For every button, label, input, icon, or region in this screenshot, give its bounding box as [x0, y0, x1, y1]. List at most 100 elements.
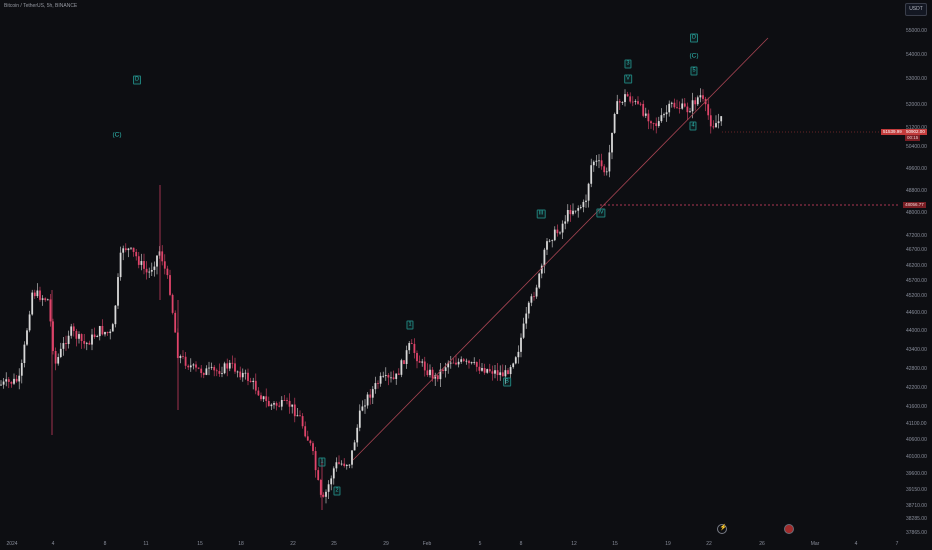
wave-label[interactable]: (C): [689, 52, 699, 60]
wave-label[interactable]: III: [536, 209, 546, 219]
candle-body: [267, 400, 270, 407]
candle-body: [652, 123, 655, 124]
wave-label[interactable]: V: [624, 74, 632, 84]
candles: [0, 88, 723, 510]
candle-body: [522, 323, 525, 338]
candle-body: [613, 113, 616, 133]
candle-body: [7, 379, 10, 382]
price-tick-label: 37865.00: [906, 530, 927, 536]
candle-body: [709, 115, 712, 127]
wave-label[interactable]: 2: [333, 486, 341, 496]
candle-body: [247, 372, 249, 381]
candle-body: [200, 368, 203, 374]
candle-body: [577, 208, 580, 211]
wave-label[interactable]: 1: [406, 320, 414, 330]
candle-body: [538, 273, 541, 288]
candle-body: [670, 102, 673, 104]
time-tick-label: 15: [612, 541, 618, 547]
candle-body: [556, 229, 559, 234]
candle-body: [494, 370, 496, 374]
candle-body: [689, 111, 691, 113]
candle-body: [213, 366, 216, 371]
candle-body: [449, 362, 452, 364]
candle-body: [31, 292, 34, 315]
candle-body: [83, 341, 86, 344]
wave-label[interactable]: D: [133, 75, 141, 85]
candle-body: [491, 371, 494, 374]
candle-body: [429, 369, 431, 376]
candle-body: [62, 343, 65, 349]
candle-body: [514, 357, 517, 364]
time-tick-label: 25: [331, 541, 337, 547]
candle-body: [67, 335, 70, 345]
candle-body: [41, 298, 44, 300]
candle-body: [39, 290, 41, 300]
price-tick-label: 40600.00: [906, 437, 927, 443]
candle-body: [197, 367, 200, 369]
wave-label[interactable]: 3: [624, 59, 632, 69]
candle-body: [104, 332, 106, 335]
record-icon[interactable]: [784, 524, 794, 534]
candle-body: [338, 462, 340, 464]
price-tick-label: 48800.00: [906, 188, 927, 194]
candle-body: [447, 362, 450, 368]
candle-body: [436, 375, 439, 380]
candle-body: [26, 330, 28, 345]
candle-body: [88, 342, 91, 345]
wave-label[interactable]: IV: [596, 208, 606, 218]
candle-body: [403, 360, 405, 364]
candle-body: [340, 463, 343, 465]
candle-body: [179, 356, 182, 358]
candle-body: [631, 101, 634, 103]
candle-body: [124, 248, 127, 251]
candle-body: [637, 101, 639, 104]
candle-body: [114, 305, 117, 325]
candle-body: [335, 462, 338, 469]
candle-body: [517, 351, 520, 358]
candle-body: [301, 416, 304, 427]
candle-body: [358, 410, 361, 428]
candle-body: [119, 252, 122, 278]
wave-label[interactable]: (C): [112, 131, 122, 139]
candle-body: [540, 265, 543, 274]
currency-selector[interactable]: USDT: [905, 3, 927, 16]
candle-body: [574, 210, 577, 212]
candle-body: [699, 95, 702, 98]
time-tick-label: 18: [238, 541, 244, 547]
candle-body: [634, 101, 637, 102]
wave-label[interactable]: D: [690, 33, 698, 43]
candle-body: [140, 261, 143, 265]
wave-label[interactable]: 1: [318, 457, 326, 467]
time-tick-label: 5: [478, 541, 482, 547]
candle-body: [226, 363, 229, 369]
wave-label[interactable]: 4: [689, 121, 697, 131]
candle-body: [106, 332, 109, 334]
candle-body: [397, 373, 400, 375]
candle-body: [707, 104, 710, 116]
wave-label[interactable]: 5: [690, 66, 698, 76]
candle-body: [600, 160, 603, 167]
candle-body: [374, 383, 377, 390]
candle-body: [452, 362, 455, 364]
lightning-icon[interactable]: ⚡: [717, 524, 727, 534]
candle-body: [712, 126, 715, 128]
candlestick-chart[interactable]: [0, 0, 900, 535]
price-tick-label: 55000.00: [906, 28, 927, 34]
candle-body: [551, 240, 554, 242]
candle-body: [608, 152, 611, 172]
wave-label[interactable]: B: [503, 377, 511, 387]
candle-body: [585, 200, 587, 202]
time-tick-label: 4: [51, 541, 55, 547]
candle-body: [0, 384, 2, 386]
candle-body: [626, 94, 629, 97]
candle-body: [525, 313, 528, 324]
candle-body: [530, 296, 533, 303]
candle-body: [15, 378, 18, 382]
candle-body: [665, 112, 668, 115]
candle-body: [218, 371, 221, 374]
candle-body: [145, 268, 148, 273]
candle-body: [130, 247, 132, 249]
time-tick-label: 8: [103, 541, 107, 547]
candle-body: [361, 406, 364, 411]
